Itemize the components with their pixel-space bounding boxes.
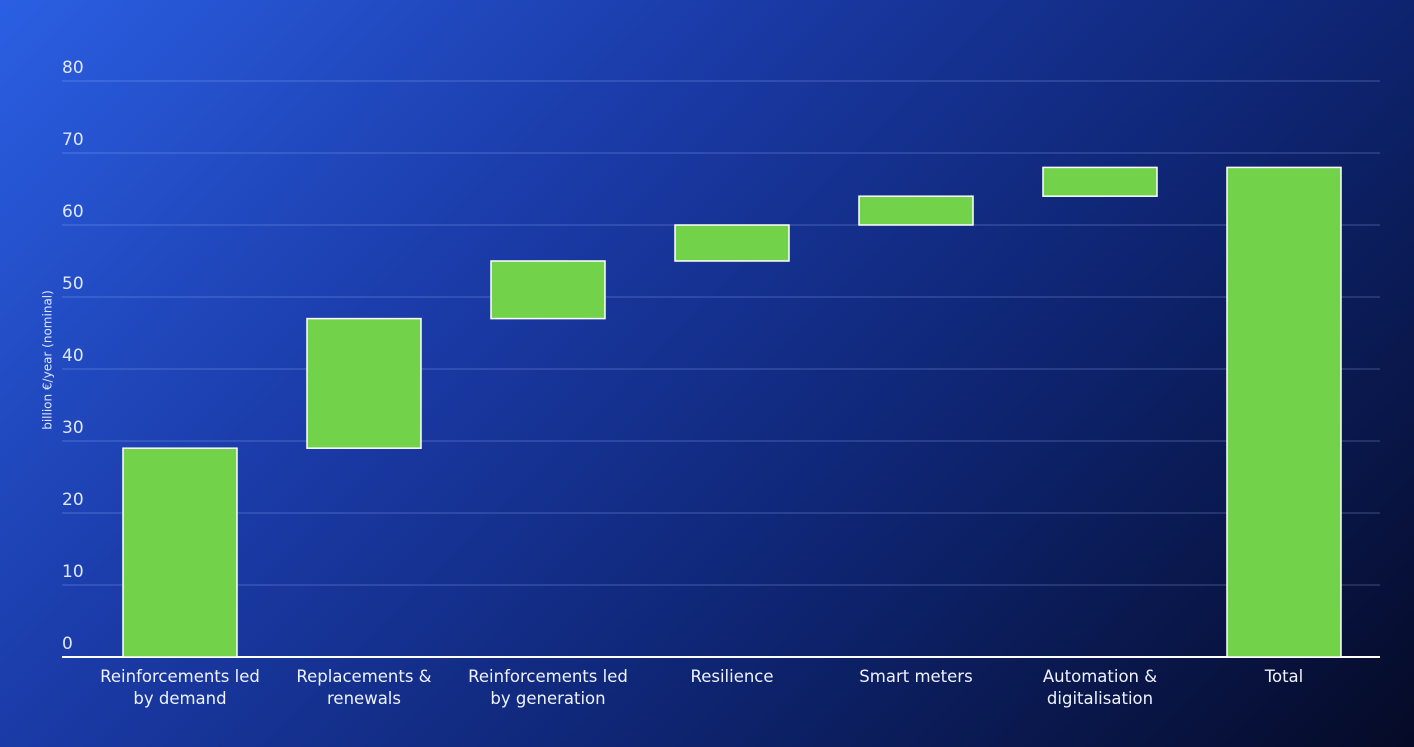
- y-tick-label: 80: [62, 58, 84, 78]
- bar: [306, 317, 422, 449]
- bar: [674, 224, 790, 262]
- bar: [1226, 166, 1342, 658]
- y-axis-label: billion €/year (nominal): [41, 290, 55, 430]
- bar: [122, 447, 238, 658]
- x-tick-label: Reinforcements led by generation: [468, 667, 628, 708]
- x-tick-label: Total: [1264, 667, 1304, 686]
- bar: [490, 260, 606, 320]
- x-tick-label: Resilience: [690, 667, 774, 686]
- y-tick-label: 40: [62, 346, 84, 366]
- bar: [858, 195, 974, 226]
- y-tick-label: 30: [62, 418, 84, 438]
- y-tick-label: 20: [62, 490, 84, 510]
- x-tick-label: Replacements & renewals: [296, 667, 432, 708]
- bar: [1042, 166, 1158, 197]
- y-tick-label: 50: [62, 274, 84, 294]
- x-tick-label: Automation & digitalisation: [1042, 667, 1158, 708]
- y-tick-label: 10: [62, 562, 84, 582]
- y-tick-label: 0: [62, 634, 73, 654]
- x-tick-label: Smart meters: [859, 667, 973, 686]
- x-tick-label: Reinforcements led by demand: [100, 667, 260, 708]
- y-tick-label: 60: [62, 202, 84, 222]
- y-tick-label: 70: [62, 130, 84, 150]
